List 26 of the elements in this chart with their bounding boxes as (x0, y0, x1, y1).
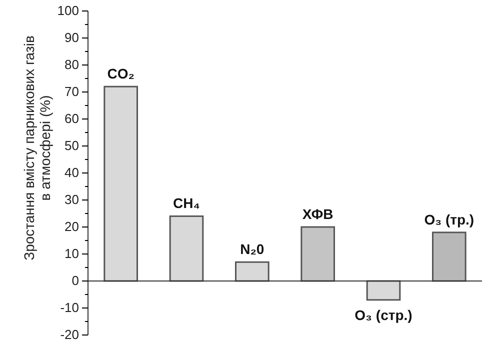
y-tick-label: 20 (64, 219, 79, 234)
y-tick-label: 100 (57, 3, 79, 18)
bar (235, 261, 270, 282)
bar (104, 86, 138, 282)
y-tick-label: -20 (60, 327, 79, 342)
x-tick-label: ХФВ (302, 206, 334, 222)
y-tick-label: 90 (64, 30, 79, 46)
y-tick-label: -10 (60, 300, 79, 316)
y-tick-label: 60 (64, 111, 79, 126)
y-tick-label: 50 (64, 138, 79, 154)
x-tick-label: CH₄ (173, 195, 200, 212)
y-tick-label: 70 (64, 84, 79, 100)
y-tick-label: 40 (64, 165, 79, 180)
y-tick-label: 30 (64, 192, 79, 208)
x-tick-label: CO₂ (107, 66, 134, 82)
y-tick-label: 0 (72, 273, 79, 288)
x-tick-label: O₃ (стр.) (354, 306, 412, 323)
bar (366, 280, 401, 301)
bar (169, 215, 204, 282)
x-tick-label: O₃ (тр.) (424, 211, 474, 228)
y-axis-title: Зростання вмісту парникових газів в атмосфері (%) (21, 36, 53, 260)
y-tick-label: 10 (64, 246, 79, 262)
x-tick-label: N₂0 (240, 241, 264, 258)
y-tick-label: 80 (64, 57, 79, 72)
bar (432, 232, 466, 282)
bar (300, 226, 335, 282)
